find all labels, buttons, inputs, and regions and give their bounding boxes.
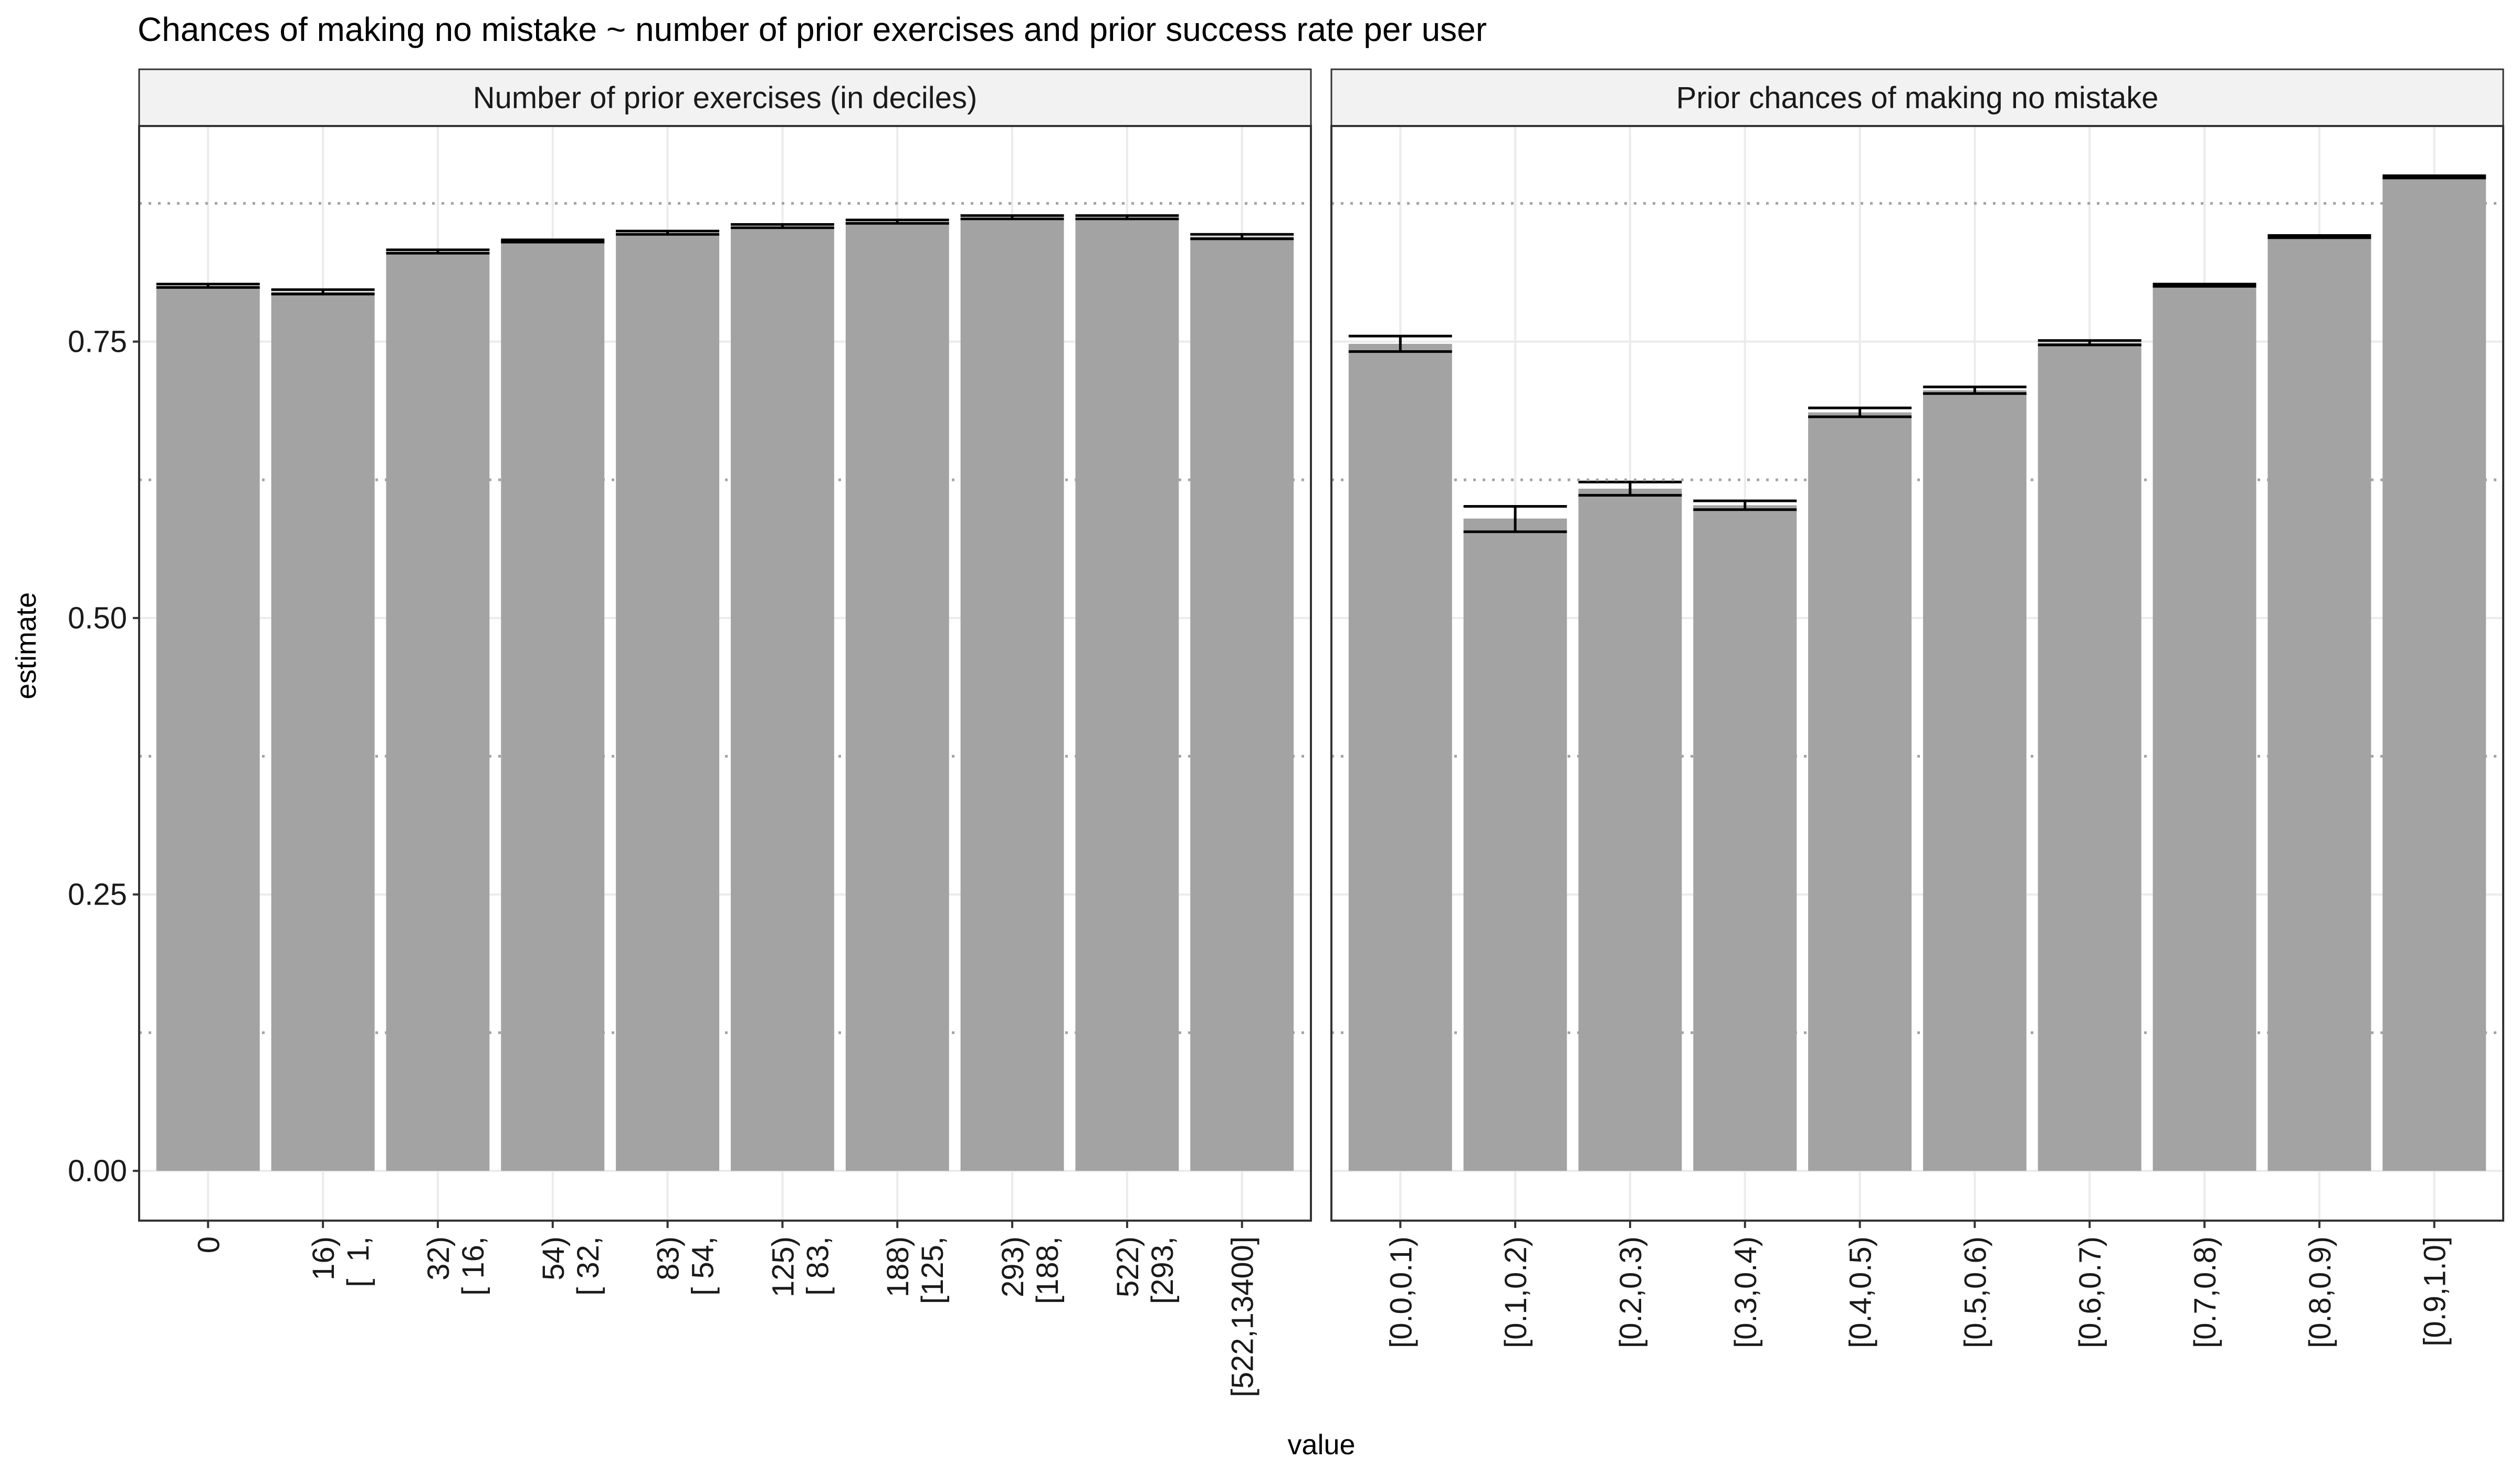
x-tick-label-line: [0.4,0.5) [1844,1236,1878,1348]
y-tick-label: 0.50 [68,601,127,635]
facet-strip [1330,68,2504,127]
bar [960,217,1064,1171]
bar [1075,217,1179,1171]
x-tick-label-line: [0.6,0.7) [2073,1236,2107,1348]
x-tick-label: 32)[ 16, [422,1236,490,1296]
bar [1348,343,1452,1171]
x-tick-label-line: [0.2,0.3) [1614,1236,1648,1348]
panel-border [138,125,1312,1222]
bar [386,252,490,1171]
x-tick-label-line: [0.1,0.2) [1499,1236,1533,1348]
x-tick-label: [0.6,0.7) [2073,1236,2107,1348]
x-tick-label-line: [125, [916,1236,950,1304]
bar [1190,236,1294,1171]
x-tick-label-line: [0.9,1.0] [2418,1236,2452,1347]
bar [501,241,605,1171]
x-tick-label: [0.2,0.3) [1614,1236,1648,1348]
bar [2267,236,2371,1171]
y-tick-label: 0.00 [68,1154,127,1188]
bar [2382,176,2486,1171]
x-tick-label: [522,13400] [1226,1236,1260,1397]
x-tick-label: [0.1,0.2) [1499,1236,1533,1348]
x-tick-label-line: [0.8,0.9) [2303,1236,2337,1348]
x-tick-label: 125)[ 83, [766,1236,835,1297]
bar [156,286,260,1171]
x-tick-label: [0.3,0.4) [1729,1236,1763,1348]
x-tick-label-line: [293, [1146,1236,1180,1304]
x-tick-label: 0 [192,1236,226,1253]
x-tick-label-line: 522) [1111,1236,1145,1297]
x-tick-label-line: [ 16, [456,1236,490,1296]
y-axis-title: estimate [10,592,42,699]
x-tick-label-line: [0.3,0.4) [1729,1236,1763,1348]
bar [1923,390,2026,1171]
bar [2152,285,2256,1171]
y-tick-label: 0.75 [68,325,127,359]
x-tick-label: 293)[188, [996,1236,1065,1304]
bar [730,226,834,1171]
panel-2: Prior chances of making no mistake [0.0,0… [1330,68,2504,1348]
x-tick-label-line: [ 83, [801,1236,835,1296]
facet-strip-label: Number of prior exercises (in deciles) [473,81,978,115]
panel-1: Number of prior exercises (in deciles) 0 1… [138,68,1312,1397]
x-tick-label-line: [ 54, [686,1236,720,1296]
x-tick-label: [0.9,1.0] [2418,1236,2452,1347]
x-tick-label-line: [0.7,0.8) [2188,1236,2222,1348]
x-tick-label: [0.5,0.6) [1958,1236,1992,1348]
x-tick-label-line: 16) [307,1236,341,1280]
x-tick-label: 83)[ 54, [652,1236,720,1296]
x-tick-label: [0.4,0.5) [1844,1236,1878,1348]
x-tick-label-line: [ 32, [571,1236,605,1296]
bar [616,233,720,1171]
x-tick-label-line: 83) [652,1236,686,1280]
x-tick-label-line: [522,13400] [1226,1236,1260,1397]
x-tick-label-line: [188, [1031,1236,1065,1304]
x-tick-label: 188)[125, [881,1236,950,1304]
panel-border [1330,125,2504,1222]
x-tick-label-line: 293) [996,1236,1030,1297]
x-tick-label: [0.8,0.9) [2303,1236,2337,1348]
x-tick-label-line: 188) [881,1236,915,1297]
bar [271,291,375,1171]
y-tick-label: 0.25 [68,878,127,912]
chart-title: Chances of making no mistake ~ number of… [138,10,1487,48]
x-axis-title: value [1287,1429,1355,1461]
bar [1693,505,1797,1171]
facet-strip-label: Prior chances of making no mistake [1676,81,2159,115]
x-tick-label-line: 125) [766,1236,800,1297]
bar [1808,412,1912,1171]
bar [1578,488,1682,1171]
x-tick-label-line: [0.0,0.1) [1384,1236,1418,1348]
x-tick-label: 54)[ 32, [537,1236,605,1296]
x-tick-label: 522)[293, [1111,1236,1180,1304]
x-tick-label-line: [ 1, [341,1236,375,1287]
x-tick-label-line: 32) [422,1236,456,1280]
x-tick-label: 16)[ 1, [307,1236,375,1287]
x-tick-label: [0.0,0.1) [1384,1236,1418,1348]
bar [845,222,949,1171]
x-tick-label: [0.7,0.8) [2188,1236,2222,1348]
x-tick-label-line: 54) [537,1236,571,1280]
bar [1463,518,1567,1171]
x-tick-label-line: 0 [192,1236,226,1253]
x-tick-label-line: [0.5,0.6) [1958,1236,1992,1348]
